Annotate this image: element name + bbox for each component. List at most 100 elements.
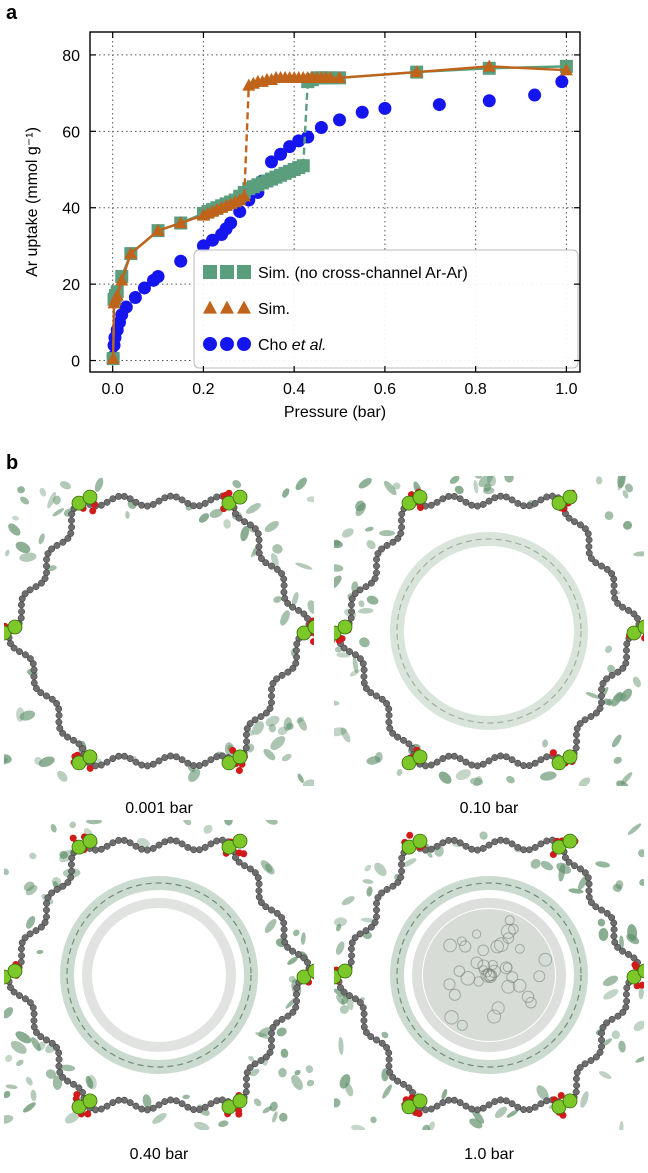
framework-atom <box>280 588 288 596</box>
series-segment <box>416 65 490 74</box>
framework-atom <box>269 1024 277 1031</box>
argon-density-blob <box>620 688 633 702</box>
framework-atom <box>630 954 638 962</box>
framework-atom <box>450 492 458 500</box>
framework-atom <box>132 1102 140 1110</box>
framework-atom <box>603 909 611 917</box>
framework-atom <box>502 837 510 845</box>
argon-density-blob <box>351 1124 366 1132</box>
argon-density-blob <box>365 526 374 532</box>
framework-atom <box>195 502 203 510</box>
argon-density-blob <box>633 1020 646 1032</box>
framework-atom <box>207 1100 215 1108</box>
metal-atom <box>562 1093 578 1109</box>
framework-atom <box>619 947 627 955</box>
y-tick-label: 80 <box>62 48 80 65</box>
framework-atom <box>360 1010 368 1018</box>
argon-density-blob <box>438 771 452 784</box>
framework-atom <box>144 846 151 854</box>
legend-label: Sim. <box>258 301 290 318</box>
data-point-triangle <box>110 288 124 301</box>
framework-atom <box>178 756 186 764</box>
framework-atom <box>178 840 186 848</box>
argon-density-blob <box>597 918 606 927</box>
density-snapshot-0 <box>0 476 323 789</box>
framework-atom <box>497 492 504 500</box>
framework-atom <box>300 610 308 618</box>
adsorption-isotherm-chart: Sim. (no cross-channel Ar-Ar) Sim. Cho et … <box>24 31 581 421</box>
framework-atom <box>17 945 25 953</box>
framework-atom <box>103 758 111 766</box>
legend-marker <box>203 300 217 314</box>
framework-atom <box>456 755 464 763</box>
argon-density-blob <box>263 748 276 761</box>
framework-atom <box>268 685 275 693</box>
argon-density-blob <box>279 1112 288 1122</box>
grid-lines <box>90 32 580 372</box>
argon-density-blob <box>306 1079 315 1087</box>
framework-atom <box>485 1101 493 1109</box>
legend-marker <box>220 337 234 351</box>
framework-atom <box>422 762 429 770</box>
framework-atom <box>255 543 263 551</box>
framework-atom <box>67 861 75 868</box>
argon-density-blob <box>540 771 557 781</box>
argon-density-blob <box>606 698 613 706</box>
framework-atom <box>120 1096 128 1104</box>
argon-density-blob <box>29 852 37 860</box>
legend-marker <box>237 265 251 279</box>
legend-label: Cho et al. <box>258 337 326 354</box>
argon-density-blob <box>401 858 417 868</box>
framework-atom <box>201 843 209 851</box>
argon-density-blob <box>5 549 10 557</box>
framework-atom <box>172 753 180 761</box>
metal-atom <box>412 749 428 765</box>
oxygen-atom <box>235 849 243 857</box>
y-tick-label: 40 <box>62 201 80 218</box>
framework-atom <box>161 838 169 846</box>
core-density-blob <box>471 929 482 939</box>
framework-atom <box>55 1055 63 1063</box>
framework-atom <box>257 555 265 562</box>
oxygen-atom <box>235 1110 243 1118</box>
argon-density-blob <box>595 476 603 485</box>
framework-atom <box>587 1057 595 1064</box>
framework-atom <box>374 550 382 558</box>
oxygen-atom <box>406 831 414 839</box>
framework-atom <box>56 724 64 732</box>
framework-atom <box>610 581 618 589</box>
framework-atom <box>592 559 600 567</box>
framework-atom <box>351 934 359 942</box>
argon-density-blob <box>611 691 623 707</box>
framework-atom <box>585 543 593 551</box>
argon-density-blob <box>305 1065 314 1074</box>
framework-atom <box>400 736 407 744</box>
framework-atom <box>44 894 52 902</box>
core-density-blob <box>460 970 476 986</box>
data-point-cho <box>314 121 328 135</box>
snapshot-canvas <box>325 823 648 1135</box>
argon-density-blob <box>379 530 396 537</box>
framework-atom <box>479 760 487 768</box>
argon-density-blob <box>611 734 622 748</box>
argon-density-blob <box>568 888 584 894</box>
framework-atom <box>149 844 157 852</box>
framework-atom <box>184 843 192 851</box>
framework-atom <box>155 497 163 505</box>
core-density-blob <box>508 923 519 935</box>
framework-atom <box>262 709 270 717</box>
framework-atom <box>284 668 292 676</box>
framework-atom <box>126 755 134 763</box>
framework-atom <box>132 758 140 766</box>
framework-atom <box>340 988 348 996</box>
framework-atom <box>520 502 528 510</box>
framework-atom <box>502 1097 510 1105</box>
framework-atom <box>468 761 476 769</box>
adsorbed-shell <box>412 898 566 1052</box>
framework-atom <box>67 517 75 524</box>
argon-density-blob <box>598 1071 612 1080</box>
framework-atom <box>37 1033 45 1041</box>
framework-atom <box>195 762 203 770</box>
framework-atom <box>289 603 297 611</box>
argon-density-blob <box>34 756 43 765</box>
